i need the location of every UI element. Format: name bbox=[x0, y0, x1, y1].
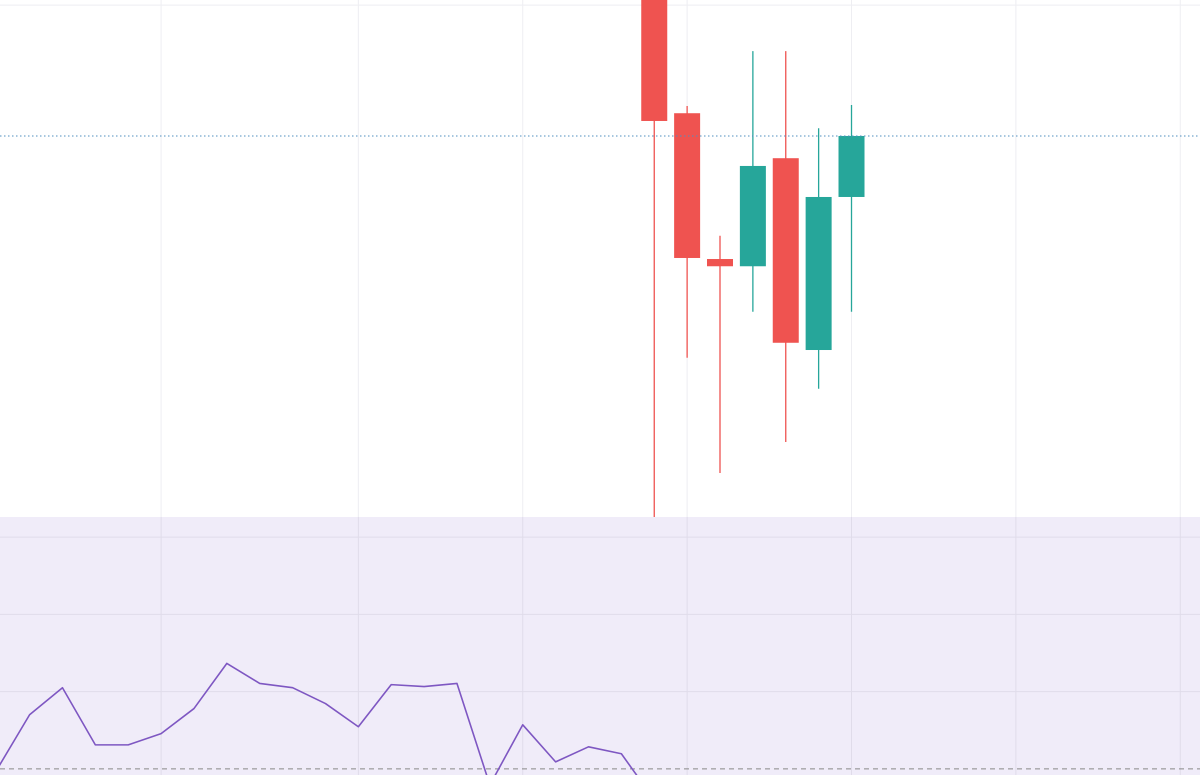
price-pane bbox=[0, 0, 1200, 517]
candle-body bbox=[739, 165, 766, 267]
candle-body bbox=[838, 135, 865, 197]
candle-body bbox=[805, 196, 832, 351]
pane-background bbox=[0, 517, 1200, 775]
indicator-pane bbox=[0, 517, 1200, 775]
candle-body bbox=[707, 259, 733, 267]
candle-body bbox=[674, 113, 701, 258]
candle-body bbox=[772, 158, 799, 343]
indicator-line bbox=[0, 662, 638, 775]
candle-body bbox=[641, 0, 668, 121]
